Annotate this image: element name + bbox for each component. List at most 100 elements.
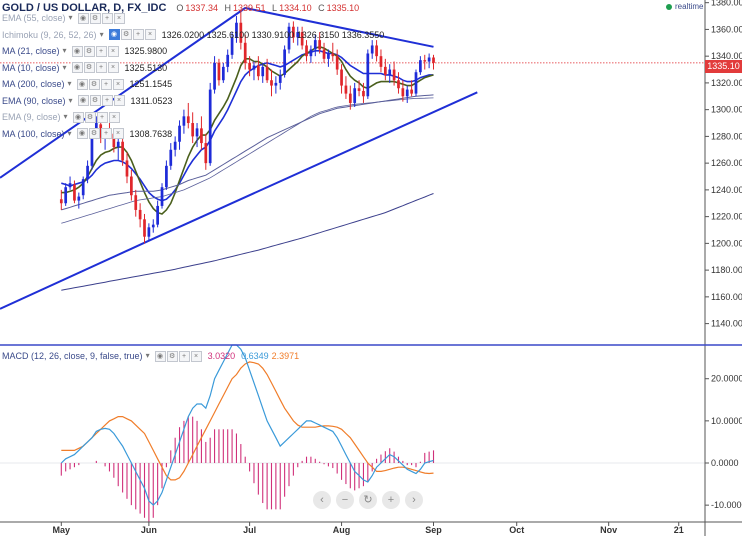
candle-body <box>208 89 212 164</box>
indicator-name[interactable]: EMA (55, close) <box>2 13 66 23</box>
close-icon[interactable]: × <box>113 95 125 106</box>
add-icon[interactable]: + <box>101 12 113 24</box>
add-icon[interactable]: + <box>132 29 144 40</box>
chevron-down-icon[interactable]: ▾ <box>99 29 104 39</box>
zoom-out-icon[interactable]: − <box>336 491 354 509</box>
indicator-value: 1251.1545 <box>129 79 173 89</box>
add-icon[interactable]: + <box>100 78 112 90</box>
add-icon[interactable]: + <box>95 62 107 73</box>
add-icon[interactable]: + <box>95 45 107 57</box>
candle-body <box>292 26 295 38</box>
candle-body <box>414 72 418 94</box>
candle-body <box>248 62 251 70</box>
indicator-controls: ◉ ⚙ + × <box>77 12 125 24</box>
legend-row: MA (100, close) ▾ ◉ ⚙ + × 1308.7638 <box>2 127 172 141</box>
candle-body <box>213 62 216 90</box>
add-icon[interactable]: + <box>100 128 112 139</box>
close-icon[interactable]: × <box>107 45 119 57</box>
eye-icon[interactable]: ◉ <box>77 12 89 24</box>
ohlc-high-value: 1339.51 <box>232 3 266 13</box>
candle-body <box>68 183 72 188</box>
candle-body <box>383 66 387 75</box>
time-tick-label: Jul <box>243 525 256 535</box>
legend-row: EMA (9, close) ▾ ◉ ⚙ + × <box>2 110 126 124</box>
chevron-down-icon[interactable]: ▾ <box>67 79 72 88</box>
eye-icon[interactable]: ◉ <box>77 95 89 106</box>
settings-icon[interactable]: ⚙ <box>88 128 100 139</box>
close-icon[interactable]: × <box>144 29 156 40</box>
chevron-down-icon[interactable]: ▾ <box>67 128 72 138</box>
indicator-name[interactable]: MA (21, close) <box>2 46 60 56</box>
close-icon[interactable]: × <box>108 111 120 123</box>
indicator-name[interactable]: MA (10, close) <box>2 62 60 73</box>
chevron-down-icon[interactable]: ▾ <box>63 112 68 121</box>
candle-body <box>287 26 291 50</box>
settings-icon[interactable]: ⚙ <box>84 111 96 123</box>
zoom-in-icon[interactable]: + <box>382 491 400 509</box>
settings-icon[interactable]: ⚙ <box>83 62 95 73</box>
time-tick-label: Oct <box>509 525 524 535</box>
close-icon[interactable]: × <box>113 12 125 24</box>
scroll-left-icon[interactable]: ‹ <box>313 491 331 509</box>
ma-line <box>61 49 434 202</box>
add-icon[interactable]: + <box>178 350 190 362</box>
indicator-name[interactable]: MA (100, close) <box>2 128 65 139</box>
chevron-down-icon[interactable]: ▾ <box>62 46 67 55</box>
eye-icon[interactable]: ◉ <box>71 62 83 73</box>
reset-icon[interactable]: ↻ <box>359 491 377 509</box>
indicator-name[interactable]: Ichimoku (9, 26, 52, 26) <box>2 29 97 40</box>
candle-body <box>335 56 339 70</box>
ohlc-close-key: C <box>318 3 325 13</box>
candle-body <box>388 69 392 75</box>
close-icon[interactable]: × <box>112 128 124 139</box>
candle-body <box>370 45 374 54</box>
eye-icon[interactable]: ◉ <box>71 45 83 57</box>
macd-line-value: 0.6349 <box>241 351 269 361</box>
eye-icon[interactable]: ◉ <box>76 128 88 139</box>
add-icon[interactable]: + <box>101 95 113 106</box>
time-tick-label: 21 <box>674 525 684 535</box>
settings-icon[interactable]: ⚙ <box>120 29 132 40</box>
scroll-right-icon[interactable]: › <box>405 491 423 509</box>
candle-body <box>182 116 186 126</box>
eye-icon[interactable]: ◉ <box>72 111 84 123</box>
candle-body <box>64 187 68 204</box>
indicator-name[interactable]: EMA (90, close) <box>2 95 66 106</box>
macd-hist-value: 3.0320 <box>207 351 236 361</box>
macd-label[interactable]: MACD (12, 26, close, 9, false, true) <box>2 351 143 361</box>
indicator-value: 1325.5130 <box>124 62 168 73</box>
close-icon[interactable]: × <box>190 350 202 362</box>
indicator-name[interactable]: EMA (9, close) <box>2 112 61 122</box>
ohlc-open-value: 1337.34 <box>185 3 218 13</box>
settings-icon[interactable]: ⚙ <box>89 12 101 24</box>
eye-icon[interactable]: ◉ <box>76 78 88 90</box>
candle-body <box>112 133 116 148</box>
chevron-down-icon[interactable]: ▾ <box>145 351 150 360</box>
indicator-controls: ◉ ⚙ + × <box>76 128 124 139</box>
settings-icon[interactable]: ⚙ <box>83 45 95 57</box>
settings-icon[interactable]: ⚙ <box>166 350 178 362</box>
candle-body <box>322 49 326 59</box>
candle-body <box>270 80 273 86</box>
eye-icon[interactable]: ◉ <box>154 350 166 362</box>
price-tick-label: 1140.00 <box>711 319 742 329</box>
indicator-name[interactable]: MA (200, close) <box>2 79 65 89</box>
price-tick-label: 1360.00 <box>711 24 742 34</box>
ohlc-high-key: H <box>224 3 231 13</box>
close-icon[interactable]: × <box>107 62 119 73</box>
symbol-title[interactable]: GOLD / US DOLLAR, D, FX_IDC <box>2 2 167 14</box>
settings-icon[interactable]: ⚙ <box>88 78 100 90</box>
chevron-down-icon[interactable]: ▾ <box>68 95 73 105</box>
candle-body <box>348 93 352 103</box>
close-icon[interactable]: × <box>112 78 124 90</box>
add-icon[interactable]: + <box>96 111 108 123</box>
eye-icon[interactable]: ◉ <box>108 29 120 40</box>
ohlc-open-key: O <box>176 3 184 13</box>
chevron-down-icon[interactable]: ▾ <box>62 62 67 72</box>
ohlc-close-value: 1335.10 <box>326 3 360 13</box>
realtime-indicator: realtime <box>666 2 703 11</box>
chevron-down-icon[interactable]: ▾ <box>68 13 73 22</box>
settings-icon[interactable]: ⚙ <box>89 95 101 106</box>
ohlc-low-value: 1334.10 <box>279 3 312 13</box>
candle-body <box>309 49 313 57</box>
